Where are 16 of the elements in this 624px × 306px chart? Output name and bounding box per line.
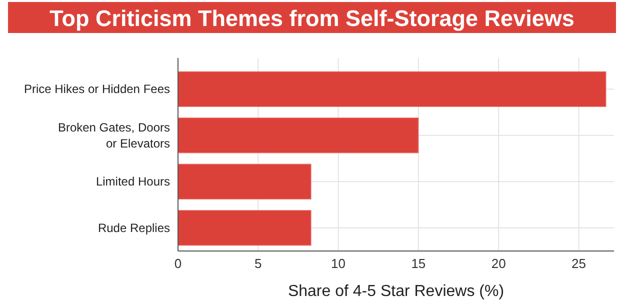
bar (178, 118, 419, 154)
y-tick-label: Price Hikes or Hidden Fees (24, 82, 170, 96)
bar (178, 71, 606, 107)
x-tick-label: 25 (572, 256, 586, 271)
x-tick-label: 0 (174, 256, 182, 271)
x-tick-label: 15 (411, 256, 426, 271)
y-tick-label: Limited Hours (96, 174, 170, 189)
y-tick-label: Broken Gates, Doors or Elevators (58, 120, 170, 150)
x-tick-label: 5 (254, 256, 262, 271)
x-tick-label: 10 (331, 256, 346, 271)
bar (178, 210, 312, 246)
bar (178, 164, 312, 200)
y-tick-label: Rude Replies (98, 220, 170, 235)
chart-title: Top Criticism Themes from Self-Storage Reviews (50, 6, 574, 31)
x-tick-label: 20 (491, 256, 506, 271)
x-axis-title: Share of 4-5 Star Reviews (%) (288, 283, 504, 300)
